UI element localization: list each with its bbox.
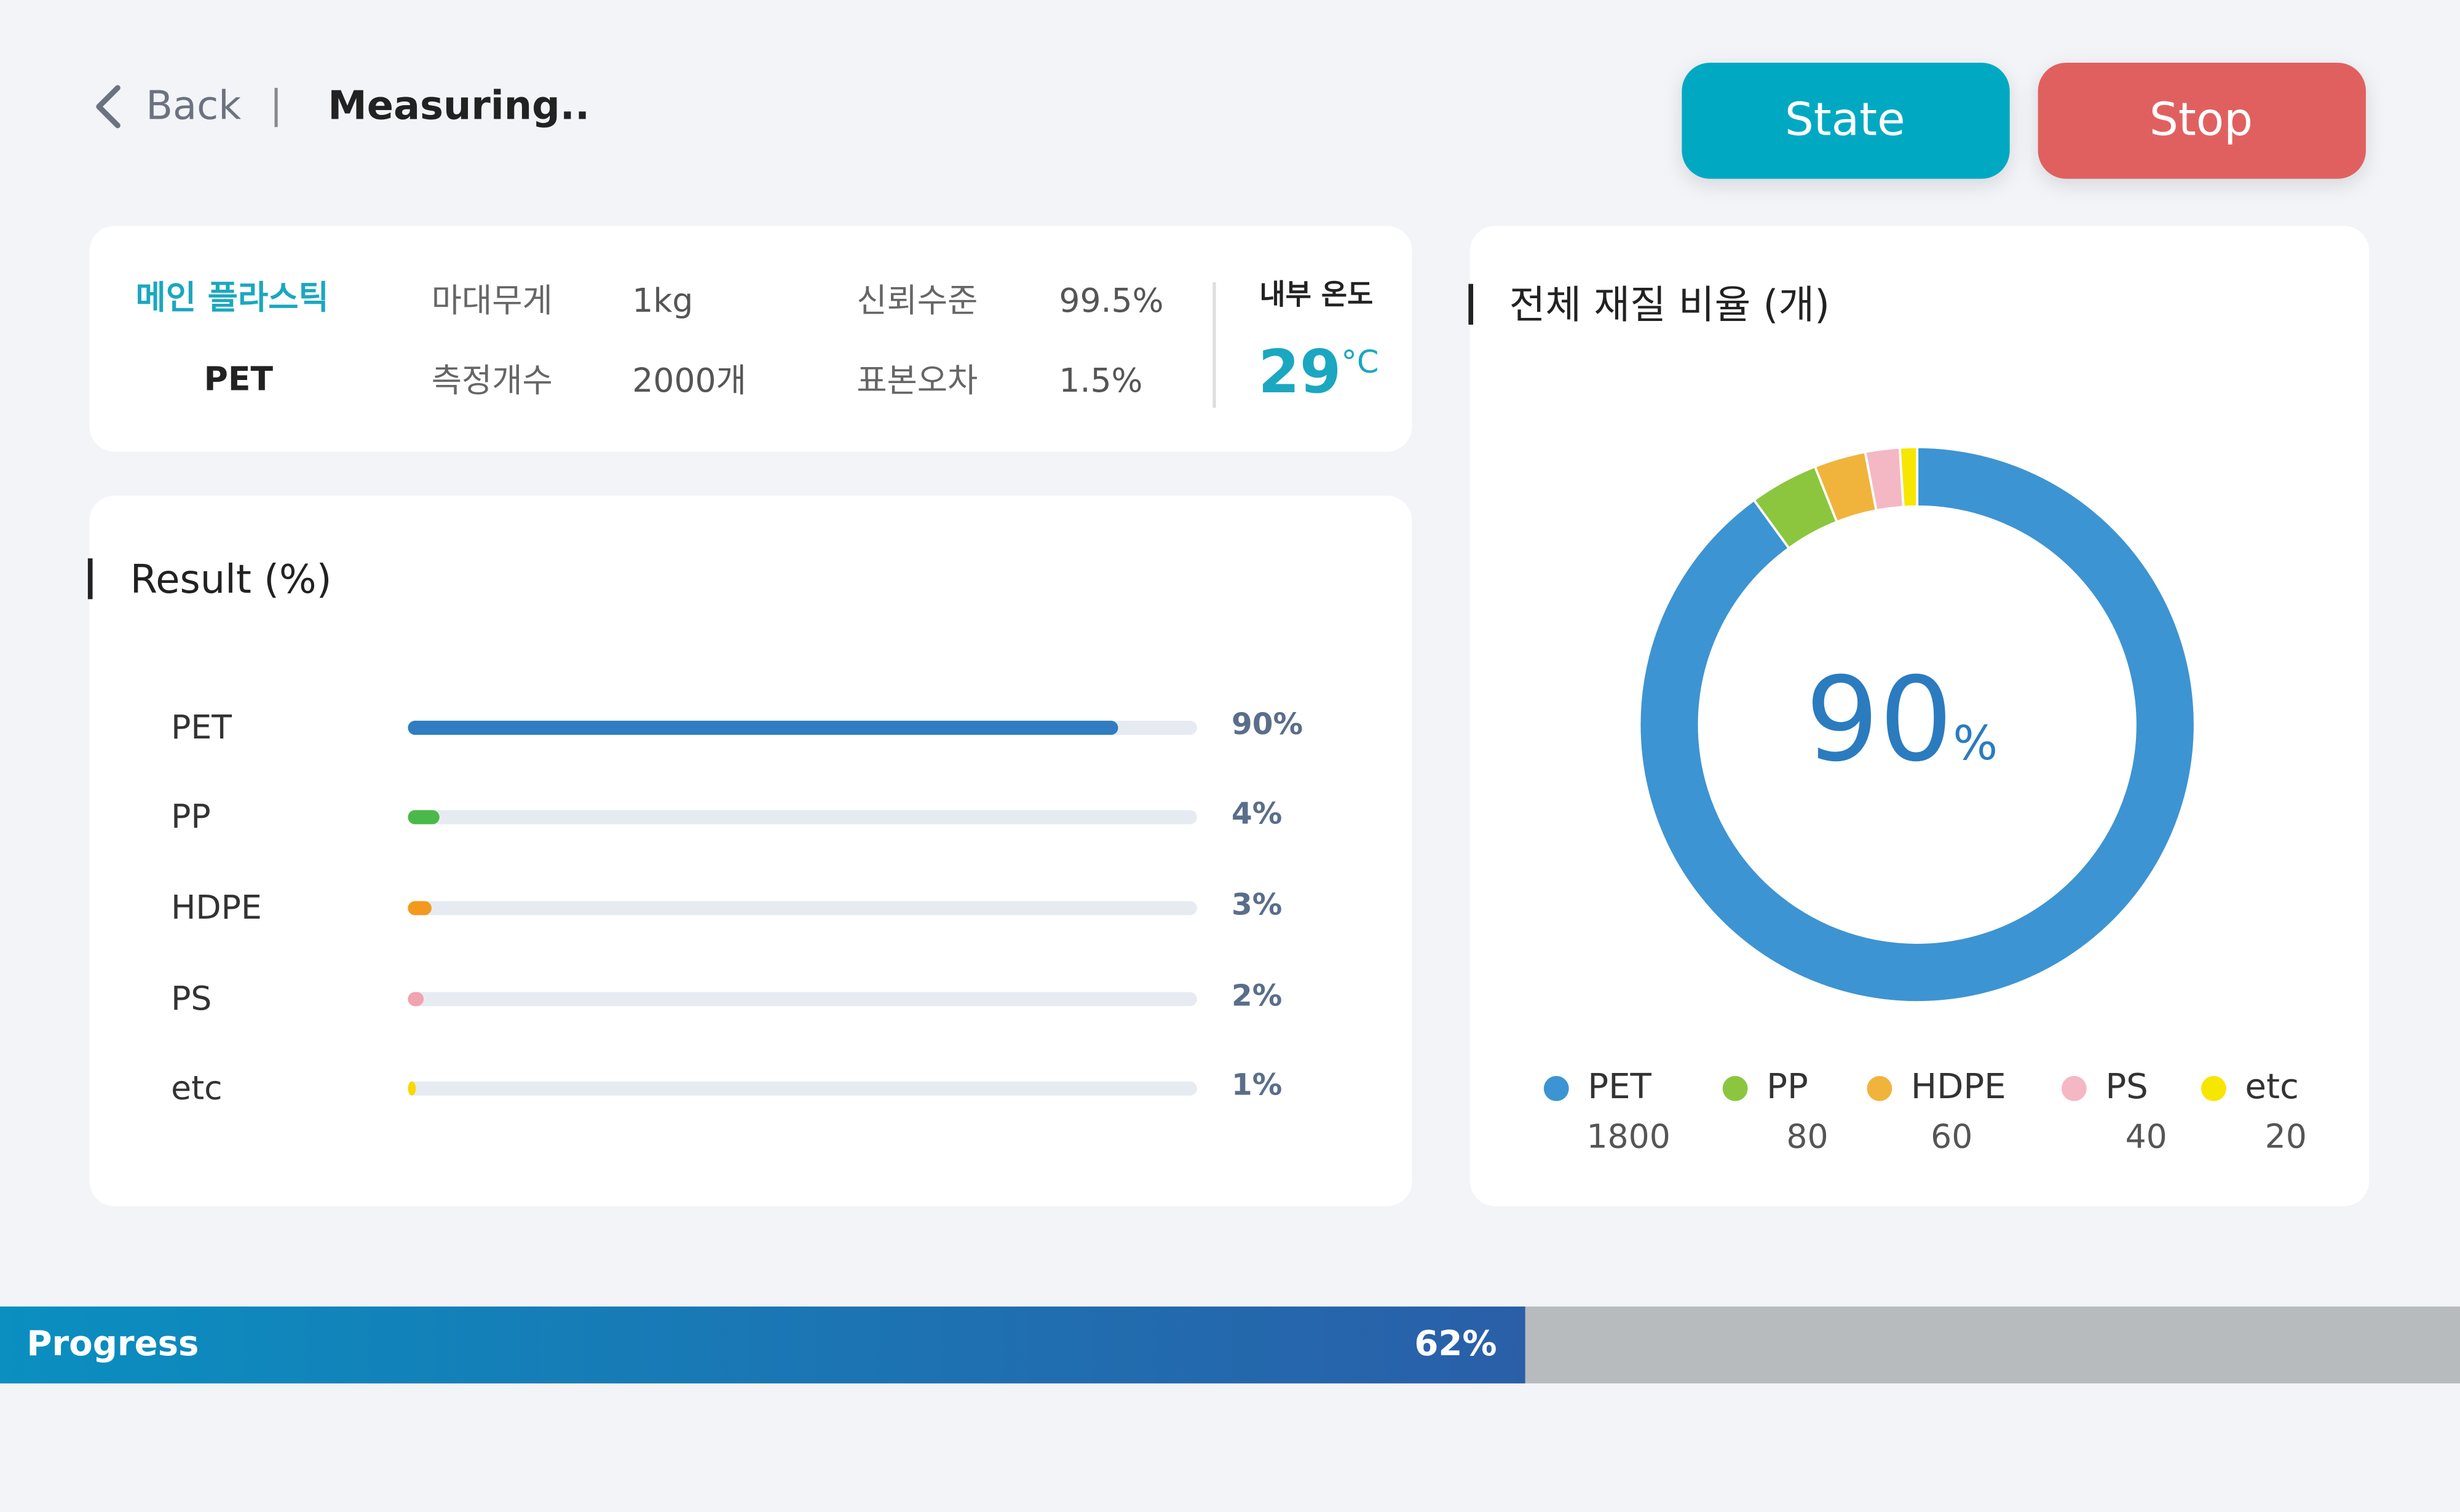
bar [408, 992, 424, 1007]
bar [408, 721, 1118, 735]
result-title: Result (%) [130, 557, 332, 603]
temp-value: 29 [1258, 338, 1341, 407]
ratio-title: 전체 재질 비율 (개) [1509, 283, 1830, 328]
temp-label: 내부 온도 [1259, 278, 1373, 311]
donut [1638, 446, 2196, 1003]
bar-name: PP [171, 797, 211, 836]
legend-count: 20 [2265, 1117, 2307, 1156]
bar-label: 90% [1232, 707, 1303, 742]
ratio-card [1469, 226, 2370, 1206]
bar-track [408, 810, 1197, 825]
bar-name: etc [171, 1068, 222, 1107]
donut-slice [1638, 446, 2196, 1003]
title-marker [1468, 283, 1474, 325]
field-label: 마대무게 [432, 281, 553, 320]
bar [408, 901, 432, 916]
progress-label: Progress [26, 1324, 199, 1364]
center-value: 90 [1805, 652, 1953, 787]
legend-dot [1543, 1075, 1569, 1101]
main-label: 메인 플라스틱 [135, 278, 328, 317]
progress: 62% [0, 1306, 1525, 1383]
legend-name: etc [2245, 1067, 2298, 1107]
field-label: 신뢰수준 [856, 281, 978, 320]
button-bg[interactable] [2038, 63, 2366, 179]
bar-name: HDPE [171, 888, 262, 927]
bar-label: 1% [1232, 1068, 1282, 1102]
field-label: 측정개수 [432, 361, 553, 400]
legend-name: PS [2105, 1067, 2148, 1107]
donut-center: 90% [1805, 652, 1998, 787]
result-card [89, 496, 1412, 1206]
bar [408, 810, 440, 825]
button-label[interactable]: State [1785, 93, 1905, 146]
temp-reading: 29°C [1258, 338, 1378, 407]
bar-track [408, 1081, 1197, 1096]
bar-track [408, 901, 1197, 916]
legend-count: 80 [1786, 1117, 1828, 1156]
legend-name: HDPE [1911, 1067, 2006, 1107]
info-card [89, 226, 1412, 452]
bar-label: 3% [1232, 887, 1282, 922]
button-bg[interactable] [1682, 63, 2010, 179]
bar [408, 1081, 416, 1096]
button-label[interactable]: Stop [2150, 93, 2253, 146]
legend-count: 1800 [1586, 1117, 1670, 1156]
fields: 마대무게 1kg 측정개수 2000개 신뢰수준 99.5% 표본오차 1.5% [432, 281, 1164, 400]
main-value: PET [204, 359, 274, 398]
field-value: 2000개 [632, 361, 746, 400]
legend-dot [2201, 1075, 2226, 1101]
state-button[interactable]: State [1682, 63, 2010, 179]
bar-label: 4% [1232, 796, 1282, 831]
field-value: 1.5% [1059, 361, 1142, 400]
bar-name: PS [171, 979, 212, 1018]
result-bars: PET 90% PP 4% HDPE 3% PS 2% etc 1% [171, 707, 1303, 1107]
page-title: Measuring.. [328, 84, 590, 129]
bar-track [408, 992, 1197, 1007]
field-value: 1kg [632, 281, 693, 320]
progress-fill [0, 1306, 1525, 1383]
bar-name: PET [171, 708, 232, 746]
field-label: 표본오차 [856, 361, 978, 400]
back-link[interactable]: Back [146, 84, 241, 129]
legend-dot [1867, 1075, 1892, 1101]
legend: PET 1800 PP 80 HDPE 60 PS 40 etc 20 [1543, 1067, 2307, 1156]
bar-label: 2% [1232, 978, 1282, 1013]
field-value: 99.5% [1059, 281, 1163, 320]
legend-name: PP [1766, 1067, 1808, 1107]
back-icon[interactable] [96, 85, 121, 129]
legend-dot [2061, 1075, 2087, 1101]
donut-slice [1898, 446, 1919, 509]
temp-unit: °C [1341, 344, 1378, 381]
progress-value: 62% [1414, 1324, 1497, 1364]
legend-name: PET [1588, 1067, 1651, 1107]
legend-count: 40 [2126, 1117, 2167, 1156]
legend-dot [1722, 1075, 1748, 1101]
center-unit: % [1953, 716, 1998, 771]
stop-button[interactable]: Stop [2038, 63, 2366, 179]
legend-count: 60 [1931, 1117, 1972, 1156]
title-marker [87, 558, 93, 600]
